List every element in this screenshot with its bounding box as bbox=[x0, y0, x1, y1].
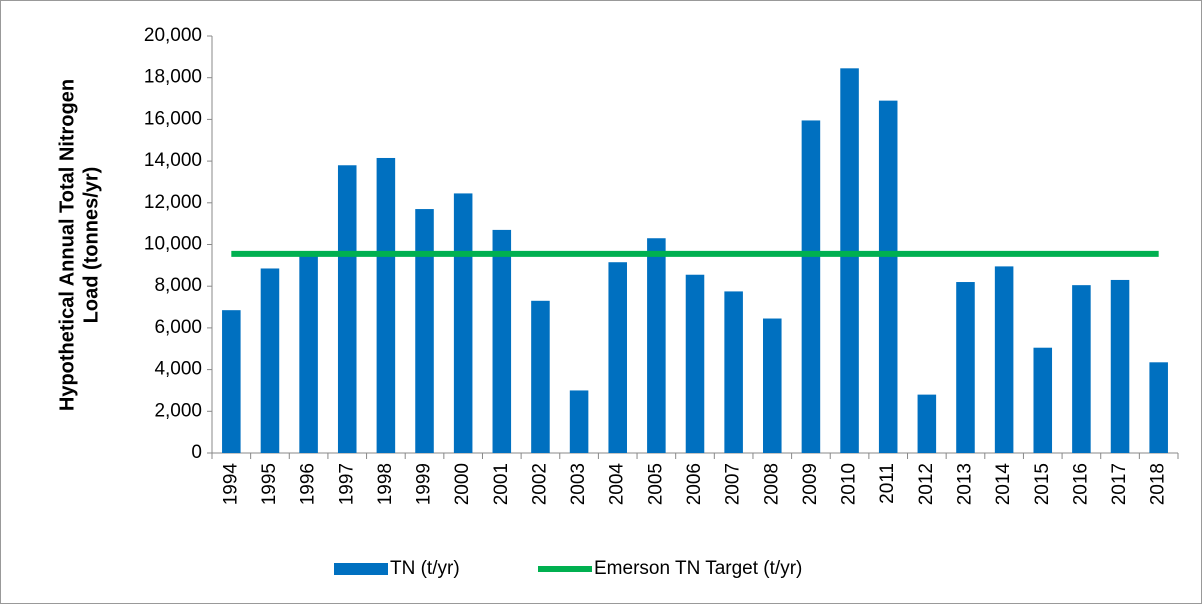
x-tick-label: 2014 bbox=[993, 463, 1014, 506]
bar bbox=[222, 310, 241, 453]
bar bbox=[956, 282, 975, 453]
y-tick-label: 6,000 bbox=[154, 317, 202, 338]
bar bbox=[453, 193, 473, 454]
bar bbox=[531, 300, 550, 453]
x-tick-label: 1997 bbox=[336, 463, 357, 505]
y-axis-title: Load (tonnes/yr) bbox=[80, 167, 102, 324]
y-tick-label: 2,000 bbox=[154, 400, 202, 421]
x-tick-label: 2012 bbox=[916, 463, 937, 505]
x-tick-label: 2001 bbox=[491, 463, 512, 505]
bar bbox=[801, 120, 821, 453]
x-tick-label: 2007 bbox=[723, 463, 744, 505]
bar bbox=[1149, 362, 1168, 453]
legend-swatch bbox=[334, 563, 388, 575]
x-tick-label: 1995 bbox=[259, 463, 280, 505]
bar bbox=[376, 157, 396, 453]
legend-label: Emerson TN Target (t/yr) bbox=[594, 558, 802, 579]
x-tick-label: 2018 bbox=[1148, 463, 1169, 505]
bar bbox=[724, 291, 743, 453]
x-tick-label: 2008 bbox=[761, 463, 782, 505]
bar bbox=[840, 68, 859, 453]
y-tick-label: 18,000 bbox=[144, 67, 202, 88]
x-tick-label: 2004 bbox=[607, 463, 628, 506]
x-tick-label: 2017 bbox=[1109, 463, 1130, 505]
x-tick-label: 2016 bbox=[1070, 463, 1091, 505]
x-tick-label: 2002 bbox=[529, 463, 550, 505]
x-tick-label: 2009 bbox=[800, 463, 821, 505]
bar bbox=[994, 266, 1014, 453]
bar bbox=[685, 274, 705, 453]
x-tick-label: 1996 bbox=[298, 463, 319, 505]
x-tick-label: 2000 bbox=[452, 463, 473, 505]
y-tick-label: 10,000 bbox=[144, 234, 202, 255]
bar bbox=[1072, 285, 1091, 453]
bar bbox=[647, 238, 666, 453]
y-tick-label: 8,000 bbox=[154, 275, 202, 296]
bar bbox=[299, 253, 318, 453]
y-tick-label: 4,000 bbox=[154, 359, 202, 380]
bar bbox=[569, 390, 589, 453]
bar bbox=[415, 209, 434, 453]
x-tick-label: 2006 bbox=[684, 463, 705, 505]
x-tick-label: 2011 bbox=[877, 463, 898, 504]
bar bbox=[763, 318, 782, 453]
x-tick-label: 2015 bbox=[1032, 463, 1053, 505]
x-tick-label: 2013 bbox=[954, 463, 975, 505]
legend-label: TN (t/yr) bbox=[390, 558, 460, 579]
bar bbox=[260, 268, 280, 453]
y-tick-label: 16,000 bbox=[144, 108, 202, 129]
bar bbox=[917, 394, 937, 453]
x-tick-label: 1994 bbox=[220, 463, 241, 506]
y-tick-label: 0 bbox=[191, 442, 202, 463]
y-tick-label: 14,000 bbox=[144, 150, 202, 171]
y-tick-label: 20,000 bbox=[144, 25, 202, 46]
x-tick-label: 1999 bbox=[414, 463, 435, 505]
bar bbox=[1033, 347, 1053, 453]
bar bbox=[492, 229, 512, 453]
bar bbox=[878, 100, 898, 453]
x-tick-label: 2005 bbox=[645, 463, 666, 505]
x-tick-label: 2010 bbox=[839, 463, 860, 505]
y-tick-label: 12,000 bbox=[144, 192, 202, 213]
bar bbox=[1110, 279, 1130, 453]
bar bbox=[608, 262, 627, 453]
x-tick-label: 2003 bbox=[568, 463, 589, 505]
y-axis-title: Hypothetical Annual Total Nitrogen bbox=[56, 79, 78, 411]
bar bbox=[337, 165, 357, 453]
x-tick-label: 1998 bbox=[375, 463, 396, 505]
